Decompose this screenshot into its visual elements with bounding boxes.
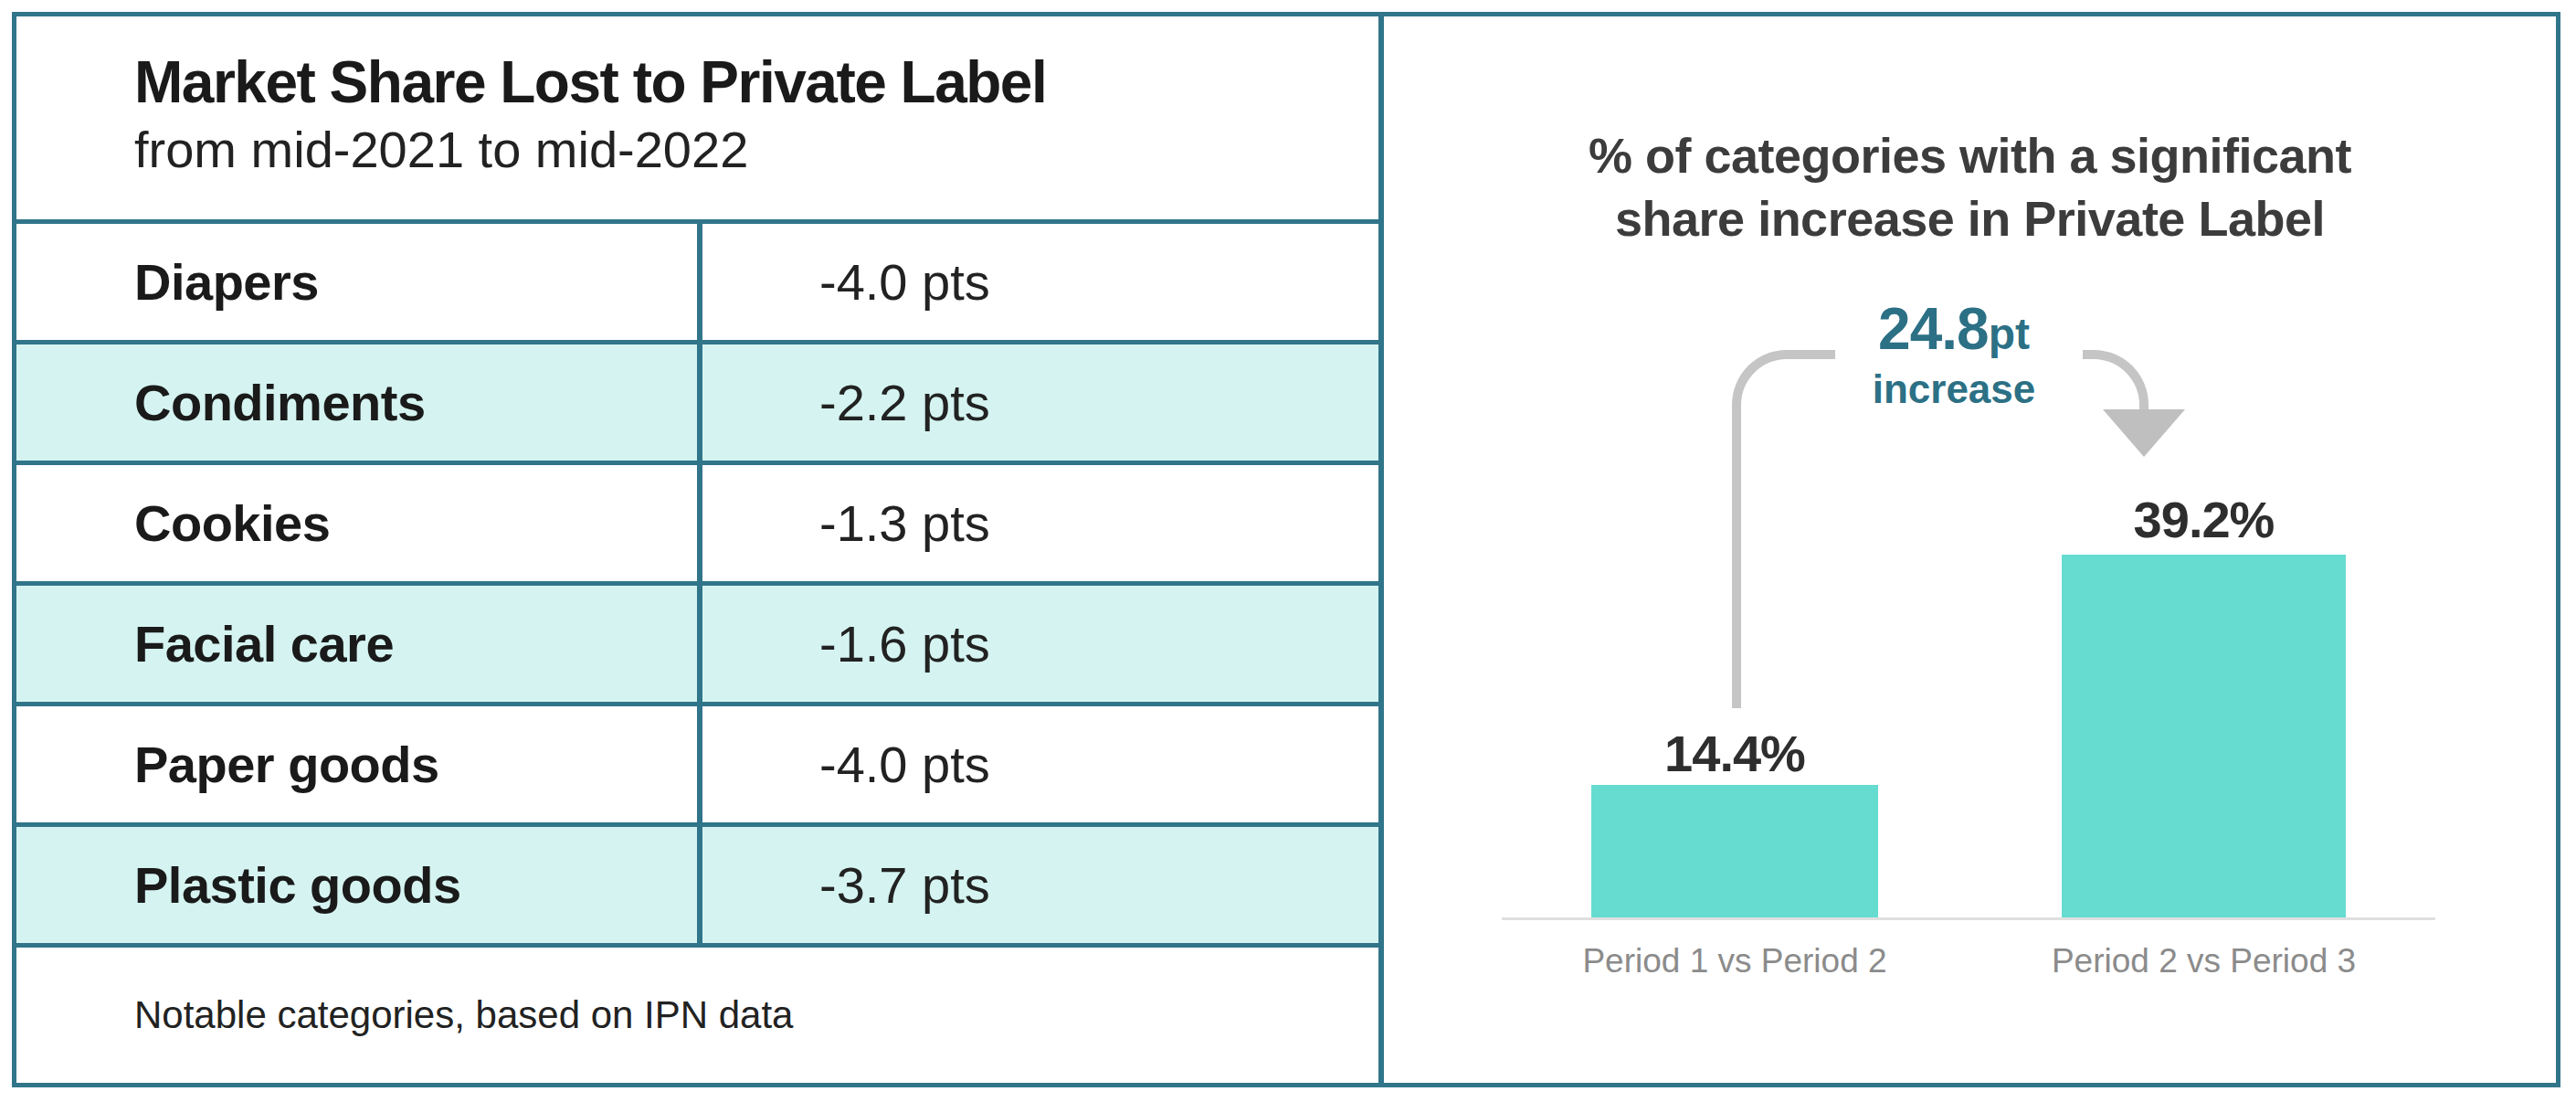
table-row: Facial care -1.6 pts bbox=[16, 586, 1378, 706]
row-category: Facial care bbox=[16, 586, 702, 702]
row-value: -4.0 pts bbox=[702, 706, 1378, 822]
infographic-canvas: { "palette": { "teal_border": "#31758A",… bbox=[0, 0, 2576, 1102]
row-category: Plastic goods bbox=[16, 827, 702, 943]
down-arrowhead-icon bbox=[2103, 409, 2185, 457]
row-category: Paper goods bbox=[16, 706, 702, 822]
row-category: Cookies bbox=[16, 465, 702, 581]
annotation-value: 24.8 bbox=[1878, 296, 1989, 362]
annotation-label: increase bbox=[1384, 366, 2524, 412]
table-title: Market Share Lost to Private Label bbox=[134, 49, 1342, 115]
row-category: Diapers bbox=[16, 224, 702, 340]
bar-period1-vs-period2 bbox=[1591, 785, 1878, 918]
row-value: -1.3 pts bbox=[702, 465, 1378, 581]
row-value: -1.6 pts bbox=[702, 586, 1378, 702]
table-row: Plastic goods -3.7 pts bbox=[16, 827, 1378, 948]
table-header: Market Share Lost to Private Label from … bbox=[16, 16, 1378, 224]
annotation-value-line: 24.8pt bbox=[1384, 295, 2524, 363]
table-row: Condiments -2.2 pts bbox=[16, 344, 1378, 465]
chart-title: % of categories with a significant share… bbox=[1384, 124, 2556, 250]
bar-chart-panel: % of categories with a significant share… bbox=[1384, 16, 2556, 1083]
row-value: -2.2 pts bbox=[702, 344, 1378, 461]
table-subtitle: from mid-2021 to mid-2022 bbox=[134, 121, 1342, 179]
increase-annotation: 24.8pt increase bbox=[1384, 295, 2524, 412]
row-category: Condiments bbox=[16, 344, 702, 461]
table-footnote: Notable categories, based on IPN data bbox=[16, 948, 1378, 1083]
bar2-value-label: 39.2% bbox=[2062, 490, 2346, 549]
table-row: Paper goods -4.0 pts bbox=[16, 706, 1378, 827]
infographic-frame: Market Share Lost to Private Label from … bbox=[12, 12, 2560, 1087]
bar-period2-vs-period3 bbox=[2062, 555, 2346, 918]
row-value: -4.0 pts bbox=[702, 224, 1378, 340]
table-row: Diapers -4.0 pts bbox=[16, 224, 1378, 344]
bar2-category-label: Period 2 vs Period 3 bbox=[2034, 942, 2373, 980]
row-value: -3.7 pts bbox=[702, 827, 1378, 943]
annotation-unit: pt bbox=[1989, 310, 2030, 358]
bar1-value-label: 14.4% bbox=[1591, 724, 1878, 783]
curved-line-from-bar1 bbox=[1732, 350, 1835, 708]
chart-baseline bbox=[1502, 917, 2435, 920]
table-row: Cookies -1.3 pts bbox=[16, 465, 1378, 586]
chart-title-line1: % of categories with a significant bbox=[1384, 124, 2556, 187]
market-share-table-panel: Market Share Lost to Private Label from … bbox=[16, 16, 1384, 1083]
chart-title-line2: share increase in Private Label bbox=[1384, 187, 2556, 250]
bar1-category-label: Period 1 vs Period 2 bbox=[1564, 942, 1906, 980]
